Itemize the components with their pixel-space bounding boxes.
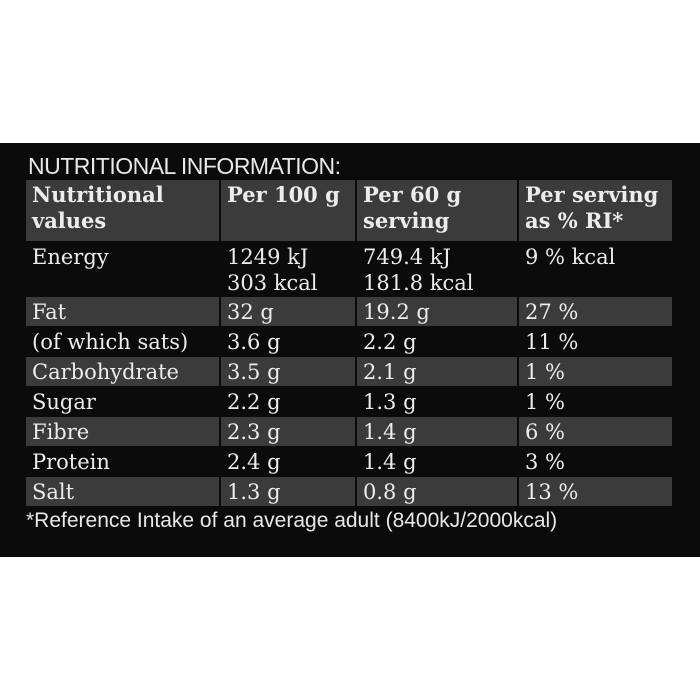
cell-text: 6 %	[525, 420, 565, 444]
cell-text: 2.2 g	[227, 390, 281, 414]
header-cell: Nutritional values	[26, 180, 219, 241]
table-cell: 2.3 g	[221, 417, 355, 446]
table-cell: 2.1 g	[357, 357, 517, 386]
table-cell: Sugar	[26, 387, 219, 416]
table-cell: Salt	[26, 477, 219, 506]
nutrition-panel: NUTRITIONAL INFORMATION: *Reference Inta…	[0, 143, 700, 557]
cell-text: 2.1 g	[363, 360, 417, 384]
table-cell: 1249 kJ 303 kcal	[221, 242, 355, 295]
cell-text: 1 %	[525, 360, 565, 384]
cell-text: Per 100 g	[227, 182, 340, 207]
cell-text: 3 %	[525, 450, 565, 474]
cell-text: 181.8 kcal	[363, 271, 474, 295]
cell-text: 2.3 g	[227, 420, 281, 444]
table-cell: 11 %	[519, 327, 672, 356]
cell-text: Per serving	[525, 182, 659, 207]
table-cell: 3 %	[519, 447, 672, 476]
cell-text: 9 % kcal	[525, 245, 616, 269]
table-cell: 3.5 g	[221, 357, 355, 386]
cell-text: 1.4 g	[363, 450, 417, 474]
cell-text: Protein	[32, 450, 110, 474]
header-cell: Per serving as % RI*	[519, 180, 672, 241]
table-cell: 0.8 g	[357, 477, 517, 506]
cell-text: 19.2 g	[363, 300, 430, 324]
cell-text: Salt	[32, 480, 75, 504]
table-cell: 19.2 g	[357, 297, 517, 326]
header-cell: Per 100 g	[221, 180, 355, 241]
table-cell: 9 % kcal	[519, 242, 672, 295]
table-cell: 13 %	[519, 477, 672, 506]
cell-text: Carbohydrate	[32, 360, 179, 384]
cell-text: Per 60 g	[363, 182, 462, 207]
table-cell: 1 %	[519, 387, 672, 416]
table-cell: Energy	[26, 242, 219, 295]
cell-text: serving	[363, 208, 450, 233]
table-cell: 1 %	[519, 357, 672, 386]
table-cell: 1.4 g	[357, 447, 517, 476]
cell-text: 1249 kJ	[227, 245, 309, 269]
cell-text: Fat	[32, 300, 67, 324]
cell-text: Nutritional	[32, 182, 164, 207]
table-cell: Protein	[26, 447, 219, 476]
cell-text: 303 kcal	[227, 271, 318, 295]
table-cell: Carbohydrate	[26, 357, 219, 386]
cell-text: 27 %	[525, 300, 579, 324]
cell-text: values	[32, 208, 107, 233]
table-cell: Fat	[26, 297, 219, 326]
cell-text: 1 %	[525, 390, 565, 414]
table-cell: 2.4 g	[221, 447, 355, 476]
cell-text: 13 %	[525, 480, 579, 504]
table-cell: 3.6 g	[221, 327, 355, 356]
header-cell: Per 60 g serving	[357, 180, 517, 241]
cell-text: 1.3 g	[363, 390, 417, 414]
table-cell: 2.2 g	[221, 387, 355, 416]
table-cell: 1.3 g	[221, 477, 355, 506]
cell-text: as % RI*	[525, 208, 624, 233]
table-cell: (of which sats)	[26, 327, 219, 356]
cell-text: 32 g	[227, 300, 274, 324]
cell-text: 1.3 g	[227, 480, 281, 504]
cell-text: 749.4 kJ	[363, 245, 451, 269]
cell-text: 3.6 g	[227, 330, 281, 354]
cell-text: 2.2 g	[363, 330, 417, 354]
cell-text: (of which sats)	[32, 330, 189, 354]
table-cell: 27 %	[519, 297, 672, 326]
table-cell: 749.4 kJ 181.8 kcal	[357, 242, 517, 295]
table-cell: 1.3 g	[357, 387, 517, 416]
title: NUTRITIONAL INFORMATION:	[28, 153, 341, 179]
cell-text: 0.8 g	[363, 480, 417, 504]
cell-text: 2.4 g	[227, 450, 281, 474]
cell-text: Sugar	[32, 390, 96, 414]
cell-text: 3.5 g	[227, 360, 281, 384]
cell-text: 11 %	[525, 330, 579, 354]
footnote: *Reference Intake of an average adult (8…	[26, 509, 558, 532]
cell-text: Energy	[32, 245, 109, 269]
table-cell: 1.4 g	[357, 417, 517, 446]
table-cell: 2.2 g	[357, 327, 517, 356]
cell-text: 1.4 g	[363, 420, 417, 444]
table-cell: 6 %	[519, 417, 672, 446]
table-cell: 32 g	[221, 297, 355, 326]
table-cell: Fibre	[26, 417, 219, 446]
cell-text: Fibre	[32, 420, 90, 444]
